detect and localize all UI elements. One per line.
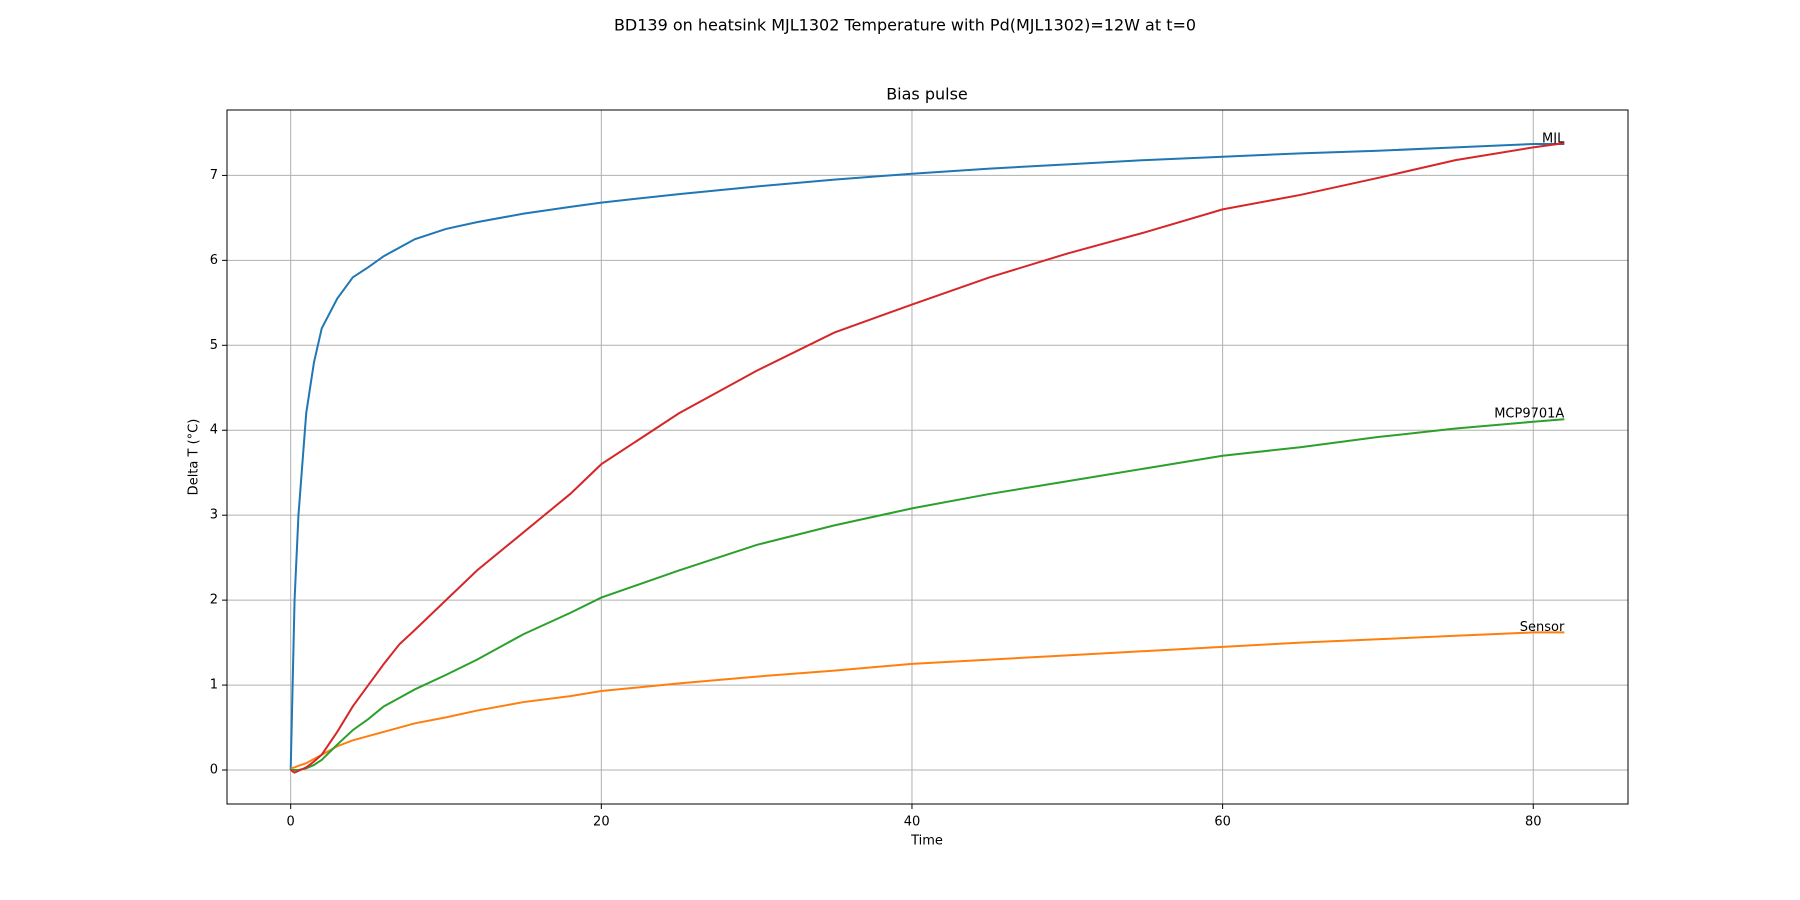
y-tick-label: 2: [210, 593, 218, 608]
y-tick-label: 3: [210, 508, 218, 523]
y-tick-label: 6: [210, 253, 218, 268]
y-tick-label: 4: [210, 423, 218, 438]
chart-title: BD139 on heatsink MJL1302 Temperature wi…: [614, 16, 1196, 35]
y-tick-label: 5: [210, 338, 218, 353]
plot-frame: [226, 109, 1629, 805]
series-line: [290, 418, 1565, 772]
y-tick-label: 1: [210, 678, 218, 693]
x-tick-label: 80: [1525, 815, 1542, 830]
series-line: [290, 631, 1565, 770]
series-line: [290, 142, 1565, 774]
y-tick-label: 7: [210, 168, 218, 183]
y-tick-label: 0: [210, 763, 218, 778]
series-label: MCP9701A: [1494, 407, 1564, 422]
chart-subtitle: Bias pulse: [886, 85, 968, 104]
x-tick-label: 60: [1214, 815, 1231, 830]
x-axis-label: Time: [910, 834, 943, 849]
series-label: Sensor: [1520, 620, 1565, 635]
series-line: [289, 142, 1565, 771]
series-label: MJL: [1542, 131, 1565, 146]
x-tick-label: 40: [904, 815, 921, 830]
x-tick-label: 0: [287, 815, 295, 830]
x-tick-label: 20: [593, 815, 610, 830]
y-axis-label: Delta T (°C): [187, 419, 202, 496]
